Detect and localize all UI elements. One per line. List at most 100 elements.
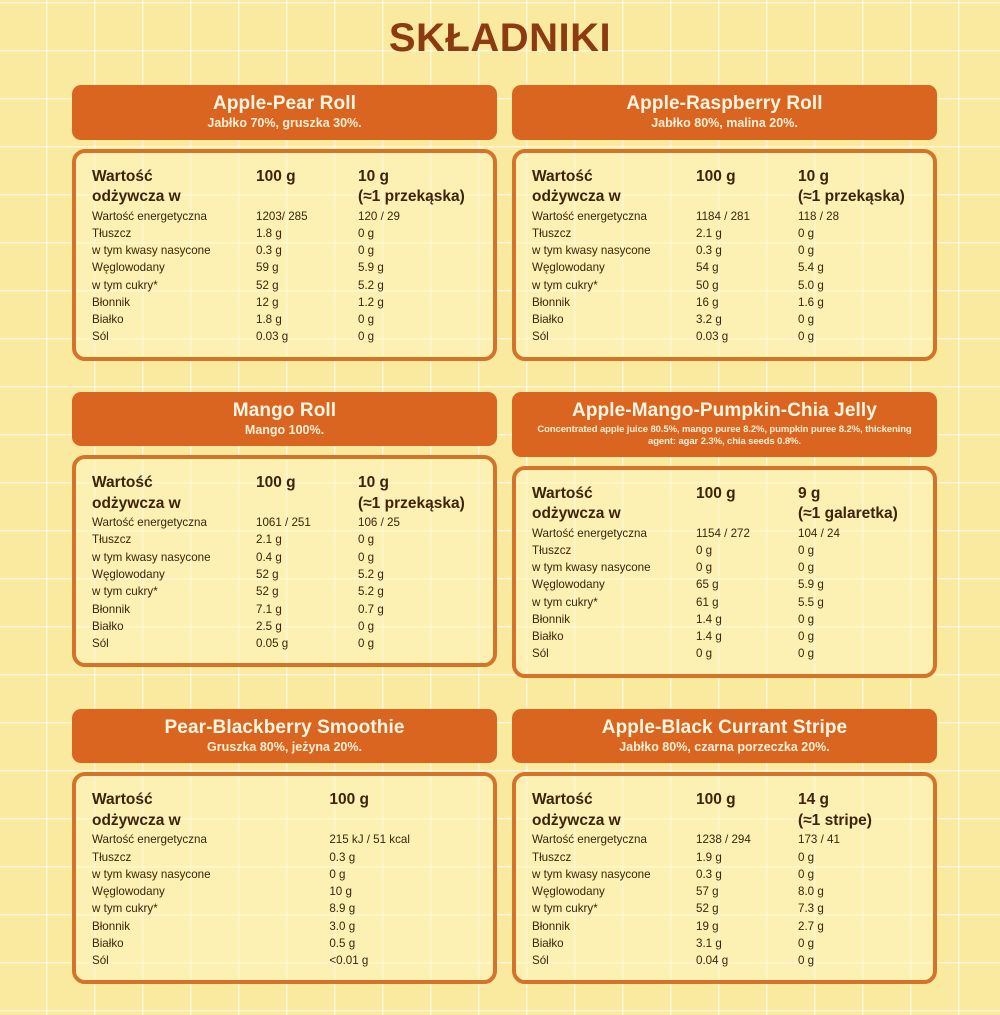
row-label: Białko: [532, 936, 564, 950]
row-value-2: 120 / 29: [358, 209, 400, 223]
row-label: Węglowodany: [532, 885, 605, 899]
header-label-cell: Wartość odżywcza w: [532, 167, 696, 208]
header-label-line2: odżywcza w: [532, 188, 621, 206]
row-value-2: 0 g: [358, 550, 375, 564]
row-value-2: 5.2 g: [358, 278, 384, 292]
row-value-1: 19 g: [696, 919, 719, 933]
nutrition-card-apple-raspberry-roll: Apple-Raspberry Roll Jabłko 80%, malina 2…: [512, 85, 937, 361]
table-row: w tym cukry* 61 g 5.5 g: [532, 594, 917, 611]
header-label-cell: Wartość odżywcza w: [92, 473, 256, 514]
row-value-1: 52 g: [256, 568, 279, 582]
row-value-1: 65 g: [696, 578, 719, 592]
header-amount: 9 g: [798, 484, 821, 502]
table-row: w tym cukry* 52 g 5.2 g: [92, 583, 477, 600]
row-value-2: 173 / 41: [798, 833, 840, 847]
header-label-cell: Wartość odżywcza w: [532, 484, 696, 525]
row-value-1: 1238 / 294: [696, 833, 751, 847]
header-amount: 100 g: [696, 484, 736, 502]
header-label-line1: Wartość: [532, 167, 593, 185]
header-amount: 14 g: [798, 791, 830, 809]
header-label-line1: Wartość: [92, 167, 153, 185]
header-label-line2: odżywcza w: [532, 811, 621, 829]
row-value-1: 0.4 g: [256, 550, 282, 564]
row-label: Węglowodany: [92, 261, 165, 275]
table-row: w tym cukry* 8.9 g: [92, 900, 477, 917]
row-value-1: 54 g: [696, 261, 719, 275]
row-value-1: 0.03 g: [696, 330, 729, 344]
row-label: Tłuszcz: [92, 226, 132, 240]
header-amount-cell-2: 10 g (≈1 przekąska): [798, 167, 917, 208]
table-row: Błonnik 3.0 g: [92, 918, 477, 935]
row-value-2: 0 g: [798, 244, 815, 258]
row-label: Wartość energetyczna: [92, 833, 207, 847]
table-row: w tym cukry* 50 g 5.0 g: [532, 277, 917, 294]
table-row: w tym kwasy nasycone 0.4 g 0 g: [92, 549, 477, 566]
table-row: Węglowodany 57 g 8.0 g: [532, 883, 917, 900]
card-subtitle: Mango 100%.: [244, 422, 325, 437]
row-value-2: 5.2 g: [358, 568, 384, 582]
row-value-1: 52 g: [256, 278, 279, 292]
header-amount: 100 g: [256, 167, 296, 185]
row-value-1: 0.04 g: [696, 954, 729, 968]
header-amount-cell-2: 14 g (≈1 stripe): [798, 790, 917, 831]
row-value-1: 2.5 g: [256, 619, 282, 633]
nutrition-table-box: Wartość odżywcza w 100 g 10 g (≈1 przekąska)…: [72, 455, 497, 668]
header-amount-note: (≈1 galaretka): [798, 505, 898, 523]
row-label: Białko: [92, 619, 124, 633]
row-value-1: 3.2 g: [696, 313, 722, 327]
table-row: Węglowodany 65 g 5.9 g: [532, 576, 917, 593]
row-label: Białko: [532, 630, 564, 644]
header-amount-cell-1: 100 g: [329, 790, 477, 831]
row-value-1: 1.9 g: [696, 850, 722, 864]
row-value-1: 0 g: [696, 647, 713, 661]
row-label: Białko: [92, 936, 124, 950]
card-header-mango-roll: Mango Roll Mango 100%.: [72, 391, 497, 447]
header-amount: 100 g: [256, 474, 296, 492]
table-header-row: Wartość odżywcza w 100 g 10 g (≈1 przekąska): [532, 167, 917, 208]
row-label: Sól: [532, 330, 549, 344]
table-row: Węglowodany 10 g: [92, 883, 477, 900]
card-row: Pear-Blackberry Smoothie Gruszka 80%, jeż…: [0, 708, 1000, 985]
row-label: w tym kwasy nasycone: [532, 244, 651, 258]
nutrition-table-box: Wartość odżywcza w 100 g 14 g (≈1 stripe) War…: [512, 772, 937, 985]
row-label: Węglowodany: [92, 568, 165, 582]
header-amount-cell-1: 100 g: [696, 167, 798, 208]
row-value-2: 0 g: [798, 330, 815, 344]
row-label: Tłuszcz: [92, 533, 132, 547]
card-title: Apple-Raspberry Roll: [626, 93, 823, 114]
row-value-2: 0 g: [798, 612, 815, 626]
row-value-1: 1184 / 281: [696, 209, 750, 223]
nutrition-table-box: Wartość odżywcza w 100 g 9 g (≈1 galaretka) W…: [512, 465, 937, 678]
row-label: Tłuszcz: [532, 543, 572, 557]
card-header-apple-black-currant-stripe: Apple-Black Currant Stripe Jabłko 80%, cz…: [512, 708, 937, 764]
table-row: Błonnik 7.1 g 0.7 g: [92, 601, 477, 618]
row-value-2: 0 g: [798, 936, 815, 950]
row-label: w tym kwasy nasycone: [92, 867, 211, 881]
row-value-1: 1.4 g: [696, 630, 722, 644]
table-row: w tym cukry* 52 g 7.3 g: [532, 900, 917, 917]
row-label: w tym kwasy nasycone: [92, 244, 211, 258]
card-title: Pear-Blackberry Smoothie: [164, 716, 405, 738]
table-row: Błonnik 19 g 2.7 g: [532, 918, 917, 935]
header-amount: 10 g: [358, 167, 390, 185]
row-label: Tłuszcz: [532, 850, 572, 864]
row-value-2: 1.2 g: [358, 295, 384, 309]
row-value-1: 1203/ 285: [256, 209, 308, 223]
header-label-line1: Wartość: [92, 791, 153, 809]
card-subtitle: Jabłko 80%, czarna porzeczka 20%.: [619, 739, 830, 754]
table-row: Sól 0 g 0 g: [532, 645, 917, 662]
row-value-2: 0 g: [358, 619, 375, 633]
table-row: Tłuszcz 2.1 g 0 g: [92, 531, 477, 548]
table-row: w tym kwasy nasycone 0.3 g 0 g: [92, 242, 477, 259]
row-label: w tym cukry*: [92, 278, 158, 292]
nutrition-card-apple-pear-roll: Apple-Pear Roll Jabłko 70%, gruszka 30%. W…: [72, 85, 497, 361]
row-value-2: 5.5 g: [798, 595, 824, 609]
card-subtitle: Jabłko 70%, gruszka 30%.: [207, 116, 362, 131]
table-row: Tłuszcz 0.3 g: [92, 849, 477, 866]
table-row: Tłuszcz 1.9 g 0 g: [532, 849, 917, 866]
row-value-1: 1061 / 251: [256, 516, 311, 530]
row-value-2: 0 g: [798, 867, 815, 881]
card-subtitle: Concentrated apple juice 80.5%, mango pu…: [537, 423, 912, 447]
row-value-1: 16 g: [696, 295, 719, 309]
row-value-2: 0 g: [798, 630, 815, 644]
